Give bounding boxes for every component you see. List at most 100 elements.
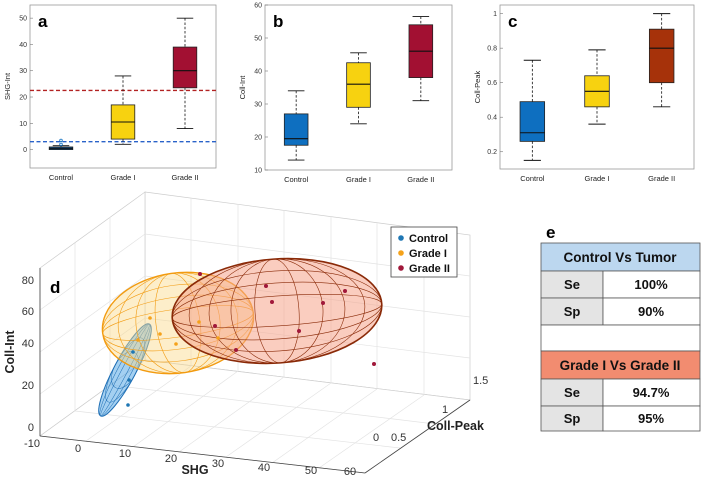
y-tick-label: 0 (23, 147, 27, 154)
table-value: 94.7% (633, 385, 670, 400)
grade2-point (270, 300, 274, 304)
table-value: 100% (634, 277, 668, 292)
d-ztick: 80 (22, 275, 34, 287)
d-xtick: -10 (24, 438, 40, 450)
grade2-point (321, 301, 325, 305)
table-title: Control Vs Tumor (564, 250, 678, 265)
panel-b: 10 20 30 40 50 60 Control Grade I Grade II Coll-I… (238, 3, 453, 184)
grade2-point (234, 348, 238, 352)
panel-d-points (126, 272, 376, 407)
d-x-axis-label: SHG (181, 463, 208, 477)
d-xtick: 0 (75, 443, 81, 455)
y-tick-label: 0.8 (487, 46, 497, 53)
box (519, 101, 546, 142)
panel-e-letter: e (546, 223, 555, 242)
grade2-point (372, 362, 376, 366)
d-xtick: 10 (119, 448, 131, 460)
grade1-point (197, 320, 201, 324)
panel-d-letter: d (50, 278, 60, 297)
y-tick-label: 20 (19, 95, 27, 102)
y-tick-label: 40 (254, 69, 262, 76)
x-category-label: Grade II (648, 174, 675, 183)
y-tick-label: 10 (19, 121, 27, 128)
grade1-point (136, 338, 140, 342)
grade2-point (343, 289, 347, 293)
d-z-axis-label: Coll-Int (3, 330, 17, 374)
control-point (126, 403, 130, 407)
panel-d: -10 0 10 20 30 40 50 60 0 0.5 1 1.5 0 20… (3, 191, 489, 477)
grade2-point (198, 272, 202, 276)
y-tick-label: 60 (254, 3, 262, 10)
table-value: 95% (638, 411, 664, 426)
x-category-label: Grade I (346, 175, 371, 184)
d-xtick: 30 (212, 458, 224, 470)
grade1-point (174, 342, 178, 346)
table-section-grade1-vs-grade2: Grade I Vs Grade II Se 94.7% Sp 95% (540, 350, 701, 432)
d-ytick: 1.5 (473, 375, 488, 387)
x-category-label: Grade II (407, 175, 434, 184)
d-ytick: 0 (373, 432, 379, 444)
y-tick-label: 0.6 (487, 80, 497, 87)
d-ztick: 40 (22, 338, 34, 350)
x-category-label: Control (284, 175, 309, 184)
outlier-point (59, 142, 63, 147)
x-category-label: Grade I (584, 174, 609, 183)
legend-marker-grade1 (398, 250, 404, 256)
d-xtick: 40 (258, 462, 270, 474)
panel-a: 0 10 20 30 40 50 Control Grade I Grade II SHG-Int… (3, 4, 217, 182)
x-category-label: Grade I (110, 173, 135, 182)
table-spacer (540, 324, 701, 352)
table-metric: Sp (564, 304, 581, 319)
control-point (131, 350, 135, 354)
x-category-label: Control (49, 173, 74, 182)
legend-marker-control (398, 235, 404, 241)
table-title: Grade I Vs Grade II (560, 358, 681, 373)
grade2-point (297, 329, 301, 333)
grade2-point (264, 284, 268, 288)
panel-letter: c (508, 12, 517, 31)
table-value: 90% (638, 304, 664, 319)
d-ytick: 1 (442, 404, 448, 416)
table-metric: Sp (564, 411, 581, 426)
y-tick-label: 0.4 (487, 115, 497, 122)
grade1-point (216, 336, 220, 340)
d-xtick: 60 (344, 466, 356, 477)
box (172, 46, 198, 89)
panel-d-axes (39, 268, 471, 474)
grade2-ellipsoid (171, 257, 383, 365)
d-ztick: 20 (22, 380, 34, 392)
legend-label-grade1: Grade I (409, 248, 447, 260)
outlier-point (59, 138, 63, 143)
control-point (127, 378, 131, 382)
d-xtick: 20 (165, 453, 177, 465)
y-tick-label: 20 (254, 135, 262, 142)
box (283, 113, 309, 146)
grade1-point (158, 332, 162, 336)
y-axis-label: Coll-Peak (473, 70, 482, 103)
d-y-axis-label: Coll-Peak (427, 419, 484, 433)
grade1-point (148, 316, 152, 320)
x-category-label: Control (520, 174, 545, 183)
legend-label-control: Control (409, 233, 448, 245)
box (648, 28, 675, 84)
y-tick-label: 30 (19, 68, 27, 75)
panel-d-surfaces (98, 257, 383, 417)
y-tick-label: 40 (19, 42, 27, 49)
y-tick-label: 50 (19, 16, 27, 23)
y-tick-label: 50 (254, 36, 262, 43)
d-ztick: 0 (28, 422, 34, 434)
panel-letter: a (38, 12, 48, 31)
d-ztick: 60 (22, 306, 34, 318)
y-tick-label: 1 (493, 11, 497, 18)
y-tick-label: 10 (254, 168, 262, 175)
table-metric: Se (564, 385, 580, 400)
panel-d-ticks: -10 0 10 20 30 40 50 60 0 0.5 1 1.5 0 20… (22, 275, 489, 477)
legend-marker-grade2 (398, 265, 404, 271)
y-tick-label: 0.2 (487, 149, 497, 156)
control-ellipsoid (98, 323, 152, 417)
y-axis-label: SHG-Int (3, 72, 12, 100)
d-xtick: 50 (305, 465, 317, 477)
panel-d-legend: Control Grade I Grade II (390, 226, 458, 278)
table-section-control-vs-tumor: Control Vs Tumor Se 100% Sp 90% (540, 242, 701, 326)
